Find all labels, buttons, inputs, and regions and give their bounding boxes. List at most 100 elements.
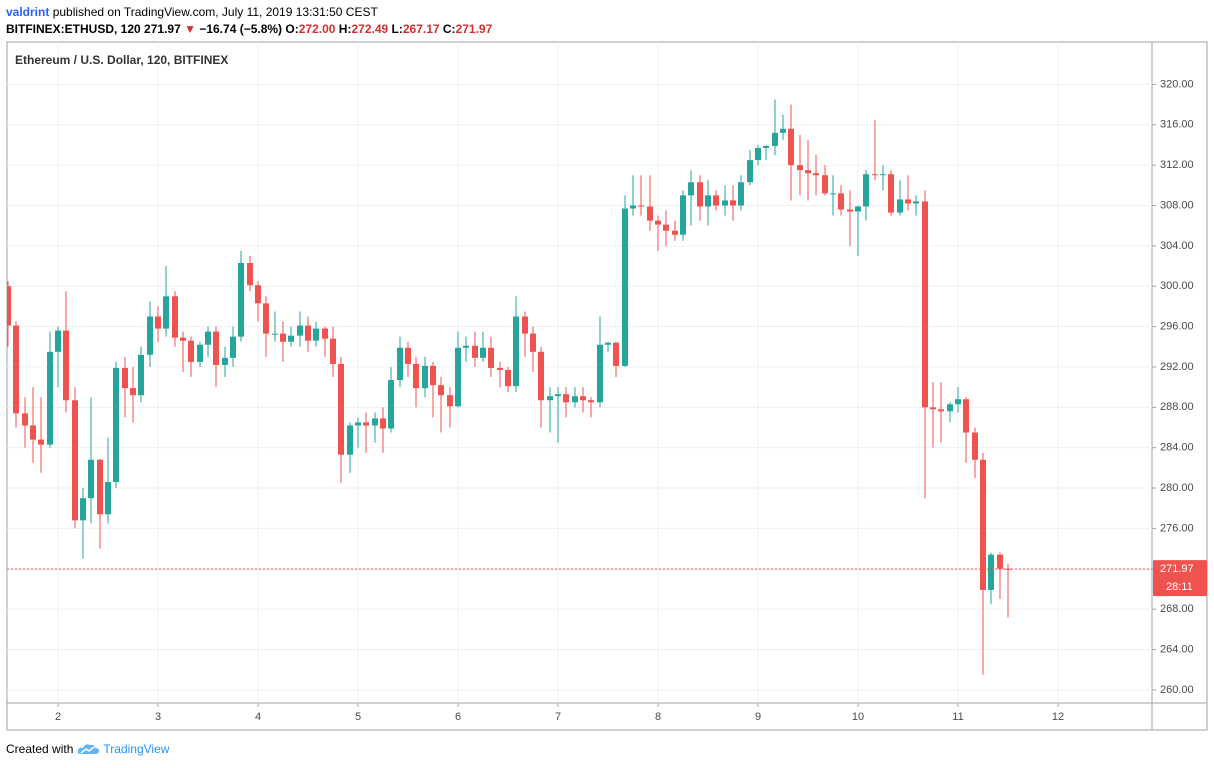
- candle-body: [455, 347, 461, 407]
- candle-body: [755, 147, 761, 161]
- candle-body: [188, 340, 194, 362]
- candle-body: [13, 325, 19, 414]
- candle-body: [530, 333, 536, 352]
- plot-area: [7, 99, 1152, 675]
- candle-body: [105, 481, 111, 515]
- candle-body: [772, 132, 778, 146]
- candle-body: [47, 351, 53, 445]
- legend: Ethereum / U.S. Dollar, 120, BITFINEX: [15, 53, 228, 67]
- candle-body: [905, 199, 911, 204]
- y-tick-label: 320.00: [1160, 78, 1194, 90]
- candle-body: [747, 160, 753, 183]
- y-tick-label: 316.00: [1160, 119, 1194, 131]
- candle-body: [330, 338, 336, 364]
- candle-body: [180, 337, 186, 341]
- symbol: BITFINEX:ETHUSD, 120: [6, 22, 141, 36]
- candle-body: [7, 286, 11, 326]
- price-label-box: [1153, 560, 1207, 597]
- candle-body: [705, 195, 711, 207]
- candle-body: [797, 165, 803, 171]
- ohlc-value: 271.97: [455, 22, 493, 36]
- candle-body: [763, 145, 769, 148]
- x-tick-label: 8: [655, 711, 661, 723]
- x-tick-label: 6: [455, 711, 461, 723]
- candle-body: [730, 200, 736, 206]
- author[interactable]: valdrint: [6, 5, 50, 19]
- candle-body: [597, 344, 603, 403]
- candle-body: [697, 182, 703, 207]
- candle-body: [247, 263, 253, 286]
- candle-body: [722, 200, 728, 206]
- candle-body: [372, 418, 378, 426]
- candle-body: [338, 363, 344, 455]
- candle-body: [897, 199, 903, 213]
- candle-body: [930, 407, 936, 410]
- candle-body: [80, 498, 86, 521]
- candle-body: [438, 385, 444, 396]
- candle-body: [522, 316, 528, 334]
- ohlc-value: 267.17: [402, 22, 440, 36]
- candle-body: [397, 347, 403, 381]
- candle-body: [355, 422, 361, 426]
- ohlc-label: H:: [338, 22, 352, 36]
- candle-body: [272, 333, 278, 335]
- candle-body: [38, 439, 44, 445]
- candle-body: [155, 316, 161, 329]
- candle-body: [538, 351, 544, 401]
- candle-body: [813, 173, 819, 176]
- candle-body: [313, 328, 319, 341]
- candle-body: [430, 365, 436, 386]
- candle-body: [172, 296, 178, 338]
- candle-body: [963, 399, 969, 433]
- y-tick-label: 268.00: [1160, 603, 1194, 615]
- candle-body: [805, 170, 811, 174]
- candle-body: [413, 363, 419, 389]
- candle-body: [688, 182, 694, 196]
- candle-body: [138, 354, 144, 396]
- y-tick-label: 292.00: [1160, 361, 1194, 373]
- ohlc-label: C:: [442, 22, 456, 36]
- created-with: Created with: [6, 742, 74, 756]
- x-tick-label: 9: [755, 711, 761, 723]
- logo: [78, 744, 100, 754]
- candle-body: [97, 459, 103, 515]
- y-tick-label: 312.00: [1160, 159, 1194, 171]
- y-tick-label: 284.00: [1160, 442, 1194, 454]
- brand[interactable]: TradingView: [103, 742, 170, 756]
- candle-body: [163, 296, 169, 329]
- y-tick-label: 260.00: [1160, 684, 1194, 696]
- y-tick-label: 276.00: [1160, 522, 1194, 534]
- candle-body: [922, 201, 928, 408]
- ohlc-value: 272.00: [298, 22, 336, 36]
- candle-body: [663, 224, 669, 231]
- change: −16.74 (−5.8%): [199, 22, 283, 36]
- candle-body: [913, 201, 919, 204]
- publish-line: valdrint published on TradingView.com, J…: [6, 5, 378, 19]
- candle-body: [380, 418, 386, 429]
- candle-body: [122, 367, 128, 389]
- candle-body: [972, 432, 978, 460]
- candle-body: [347, 425, 353, 455]
- x-tick-label: 4: [255, 711, 261, 723]
- candle-body: [938, 409, 944, 412]
- candle-body: [480, 347, 486, 358]
- candle-body: [505, 369, 511, 387]
- y-tick-label: 296.00: [1160, 320, 1194, 332]
- candle-body: [880, 174, 886, 176]
- x-tick-label: 2: [55, 711, 61, 723]
- candle-body: [638, 205, 644, 207]
- candle-body: [322, 328, 328, 339]
- candle-body: [88, 459, 94, 499]
- candle-body: [305, 325, 311, 341]
- candle-body: [713, 195, 719, 206]
- x-tick-label: 7: [555, 711, 561, 723]
- y-tick-label: 288.00: [1160, 401, 1194, 413]
- candle-body: [488, 347, 494, 368]
- grid: [7, 42, 1152, 703]
- candle-body: [405, 347, 411, 364]
- symbol-line: BITFINEX:ETHUSD, 120 271.97 ▼ −16.74 (−5…: [6, 22, 492, 36]
- y-tick-label: 304.00: [1160, 240, 1194, 252]
- candle-body: [572, 396, 578, 403]
